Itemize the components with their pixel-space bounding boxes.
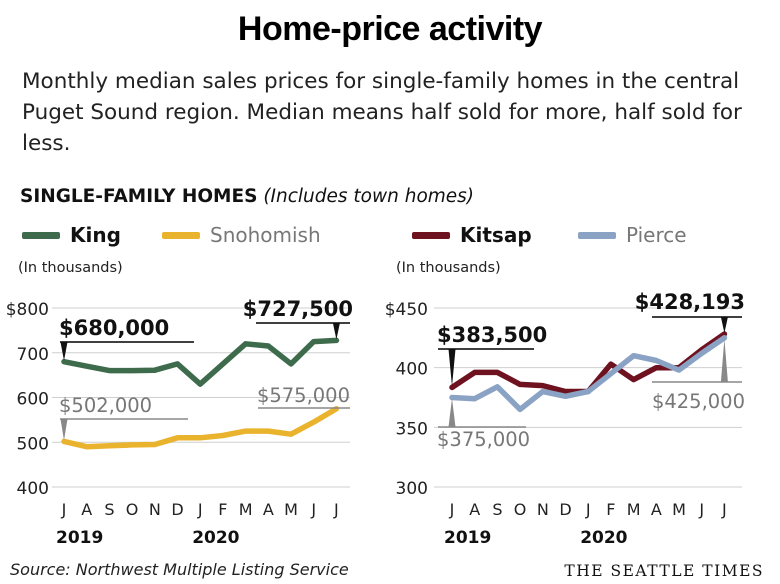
data-label: $727,500 <box>243 297 353 321</box>
series-line-pierce <box>449 335 728 413</box>
callout-pointer <box>60 419 68 441</box>
legend-label-king: King <box>70 223 121 247</box>
legend-label-kitsap: Kitsap <box>460 223 532 247</box>
units-label-right: (In thousands) <box>396 260 501 276</box>
y-tick-label: $450 <box>385 300 428 320</box>
year-label: 2020 <box>580 528 627 548</box>
x-tick-label: A <box>469 500 480 519</box>
series-line-king <box>61 337 340 387</box>
y-tick-label: 600 <box>17 390 49 410</box>
data-label: $375,000 <box>437 428 530 451</box>
x-tick-label: S <box>492 500 502 519</box>
x-tick-label: F <box>606 500 615 519</box>
data-label: $502,000 <box>59 394 152 417</box>
data-label: $680,000 <box>59 316 169 340</box>
x-tick-label: M <box>672 500 686 519</box>
data-label: $575,000 <box>257 384 350 407</box>
series-line-snohomish <box>61 405 340 450</box>
callout-pointer <box>60 342 68 361</box>
y-tick-label: 400 <box>17 479 49 499</box>
callout-pointer <box>448 398 456 427</box>
x-tick-label: J <box>698 500 704 519</box>
units-label-left: (In thousands) <box>18 260 123 276</box>
legend-swatch-snohomish <box>162 232 200 239</box>
callout-pointer <box>720 317 728 334</box>
x-tick-label: F <box>218 500 227 519</box>
x-tick-label: J <box>61 500 67 519</box>
y-tick-label: 350 <box>396 419 428 439</box>
x-tick-label: O <box>514 500 527 519</box>
x-tick-label: J <box>310 500 316 519</box>
chart-subtitle: Monthly median sales prices for single-f… <box>22 69 742 156</box>
x-tick-label: M <box>627 500 641 519</box>
callout-pointer <box>448 349 456 387</box>
x-tick-label: M <box>284 500 298 519</box>
legend-swatch-kitsap <box>412 232 450 239</box>
x-tick-label: N <box>537 500 549 519</box>
x-tick-label: A <box>263 500 274 519</box>
x-tick-label: S <box>104 500 114 519</box>
section-heading: SINGLE-FAMILY HOMES (Includes town homes… <box>20 186 474 207</box>
chart-title: Home-price activity <box>237 10 543 48</box>
publisher-logo: THE SEATTLE TIMES <box>564 562 764 580</box>
x-tick-label: J <box>721 500 727 519</box>
y-tick-label: 400 <box>396 360 428 380</box>
callout-pointer <box>720 338 728 382</box>
x-tick-label: J <box>197 500 203 519</box>
year-label: 2019 <box>56 528 103 548</box>
data-label: $428,193 <box>635 290 745 314</box>
section-label: SINGLE-FAMILY HOMES <box>20 186 258 207</box>
x-tick-label: A <box>651 500 662 519</box>
callout-pointer <box>332 323 340 340</box>
y-tick-label: $800 <box>6 300 49 320</box>
legend-swatch-pierce <box>578 232 616 239</box>
x-tick-label: J <box>449 500 455 519</box>
year-label: 2019 <box>444 528 491 548</box>
x-tick-label: D <box>171 500 183 519</box>
y-tick-label: 300 <box>396 479 428 499</box>
year-label: 2020 <box>192 528 239 548</box>
x-tick-label: J <box>585 500 591 519</box>
legend-swatch-king <box>22 232 60 239</box>
source-note: Source: Northwest Multiple Listing Servi… <box>10 560 349 579</box>
section-note: (Includes town homes) <box>263 186 475 207</box>
data-label: $425,000 <box>652 390 745 413</box>
x-tick-label: O <box>126 500 139 519</box>
x-tick-label: J <box>333 500 339 519</box>
legend-label-pierce: Pierce <box>626 223 687 247</box>
y-tick-label: 700 <box>17 345 49 365</box>
y-tick-label: 500 <box>17 434 49 454</box>
x-tick-label: M <box>239 500 253 519</box>
legend-label-snohomish: Snohomish <box>210 223 321 247</box>
data-label: $383,500 <box>437 323 547 347</box>
x-tick-label: A <box>81 500 92 519</box>
x-tick-label: N <box>149 500 161 519</box>
x-tick-label: D <box>559 500 571 519</box>
